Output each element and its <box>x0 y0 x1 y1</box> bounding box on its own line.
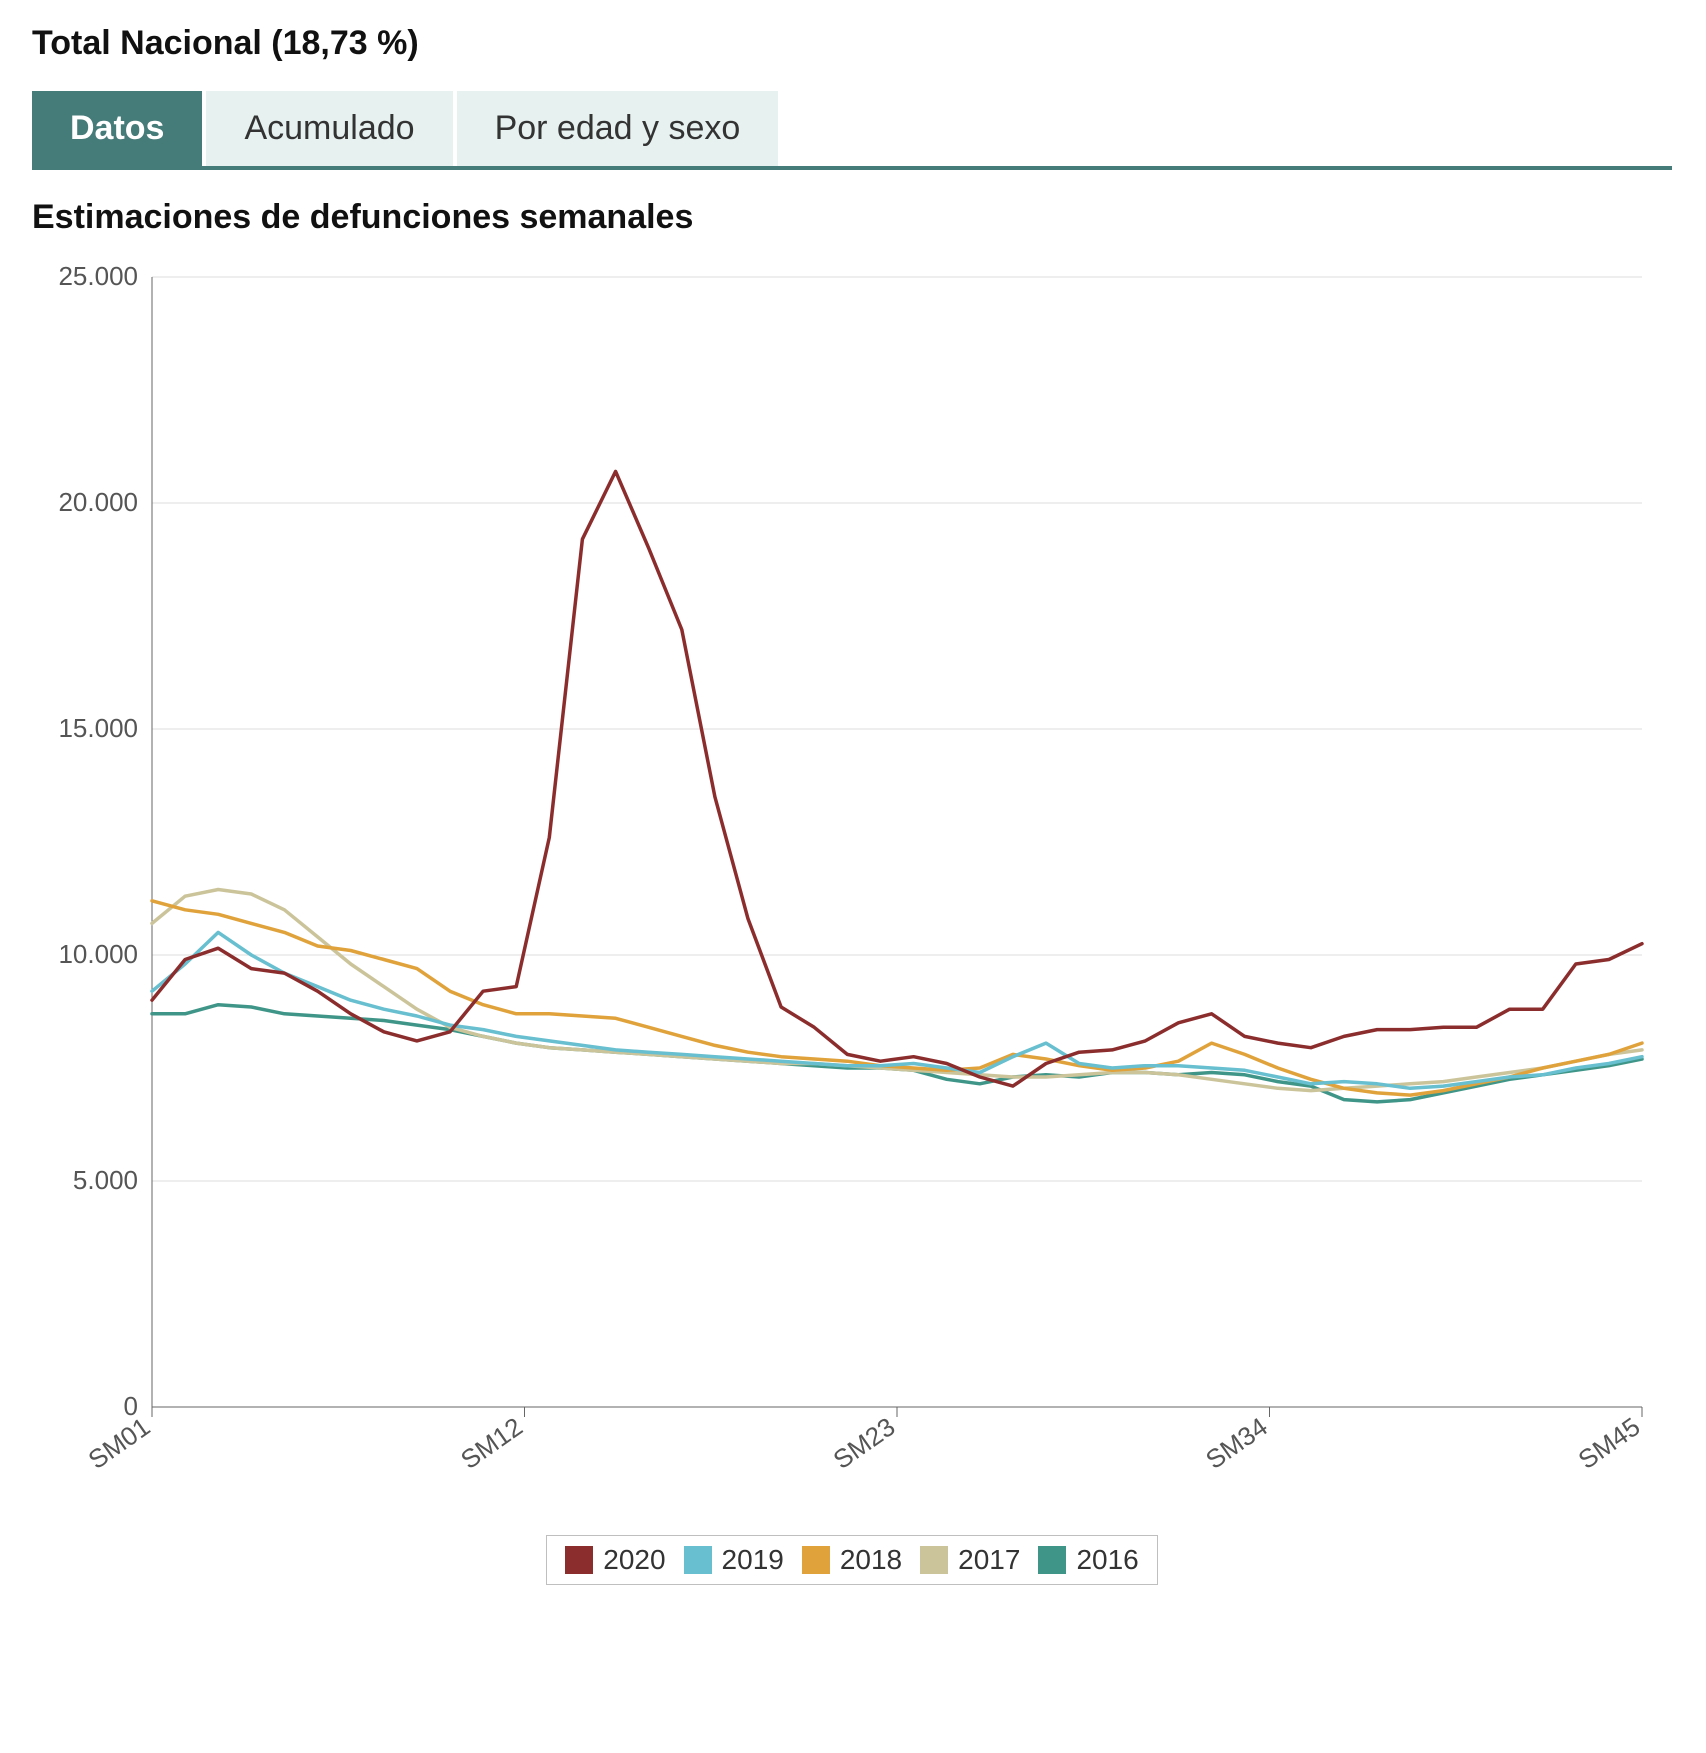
y-tick-label: 15.000 <box>58 713 138 743</box>
x-tick-label: SM12 <box>455 1411 528 1475</box>
chart-legend: 2020 2019 2018 2017 2016 <box>546 1535 1157 1585</box>
legend-item-2020[interactable]: 2020 <box>565 1544 665 1576</box>
legend-item-2017[interactable]: 2017 <box>920 1544 1020 1576</box>
chart-title: Estimaciones de defunciones semanales <box>32 198 1674 237</box>
x-tick-label: SM23 <box>828 1411 901 1475</box>
page-title: Total Nacional (18,73 %) <box>32 24 1674 63</box>
legend-item-2018[interactable]: 2018 <box>802 1544 902 1576</box>
legend-swatch <box>684 1546 712 1574</box>
legend-label: 2018 <box>840 1544 902 1576</box>
series-line-2020 <box>152 471 1642 1086</box>
legend-label: 2020 <box>603 1544 665 1576</box>
legend-swatch <box>565 1546 593 1574</box>
legend-swatch <box>802 1546 830 1574</box>
legend-swatch <box>1038 1546 1066 1574</box>
legend-label: 2019 <box>722 1544 784 1576</box>
tab-acumulado[interactable]: Acumulado <box>206 91 452 166</box>
x-tick-label: SM01 <box>83 1411 156 1475</box>
legend-label: 2017 <box>958 1544 1020 1576</box>
tab-datos[interactable]: Datos <box>32 91 202 166</box>
y-tick-label: 5.000 <box>73 1165 138 1195</box>
tab-por-edad-y-sexo[interactable]: Por edad y sexo <box>457 91 779 166</box>
y-tick-label: 10.000 <box>58 939 138 969</box>
y-tick-label: 20.000 <box>58 487 138 517</box>
y-tick-label: 25.000 <box>58 261 138 291</box>
x-tick-label: SM34 <box>1200 1411 1273 1475</box>
tabs: DatosAcumuladoPor edad y sexo <box>32 91 1672 170</box>
chart-container: 05.00010.00015.00020.00025.000SM01SM12SM… <box>32 257 1672 1585</box>
legend-item-2019[interactable]: 2019 <box>684 1544 784 1576</box>
line-chart: 05.00010.00015.00020.00025.000SM01SM12SM… <box>32 257 1672 1517</box>
legend-swatch <box>920 1546 948 1574</box>
x-tick-label: SM45 <box>1573 1411 1646 1475</box>
legend-label: 2016 <box>1076 1544 1138 1576</box>
legend-item-2016[interactable]: 2016 <box>1038 1544 1138 1576</box>
